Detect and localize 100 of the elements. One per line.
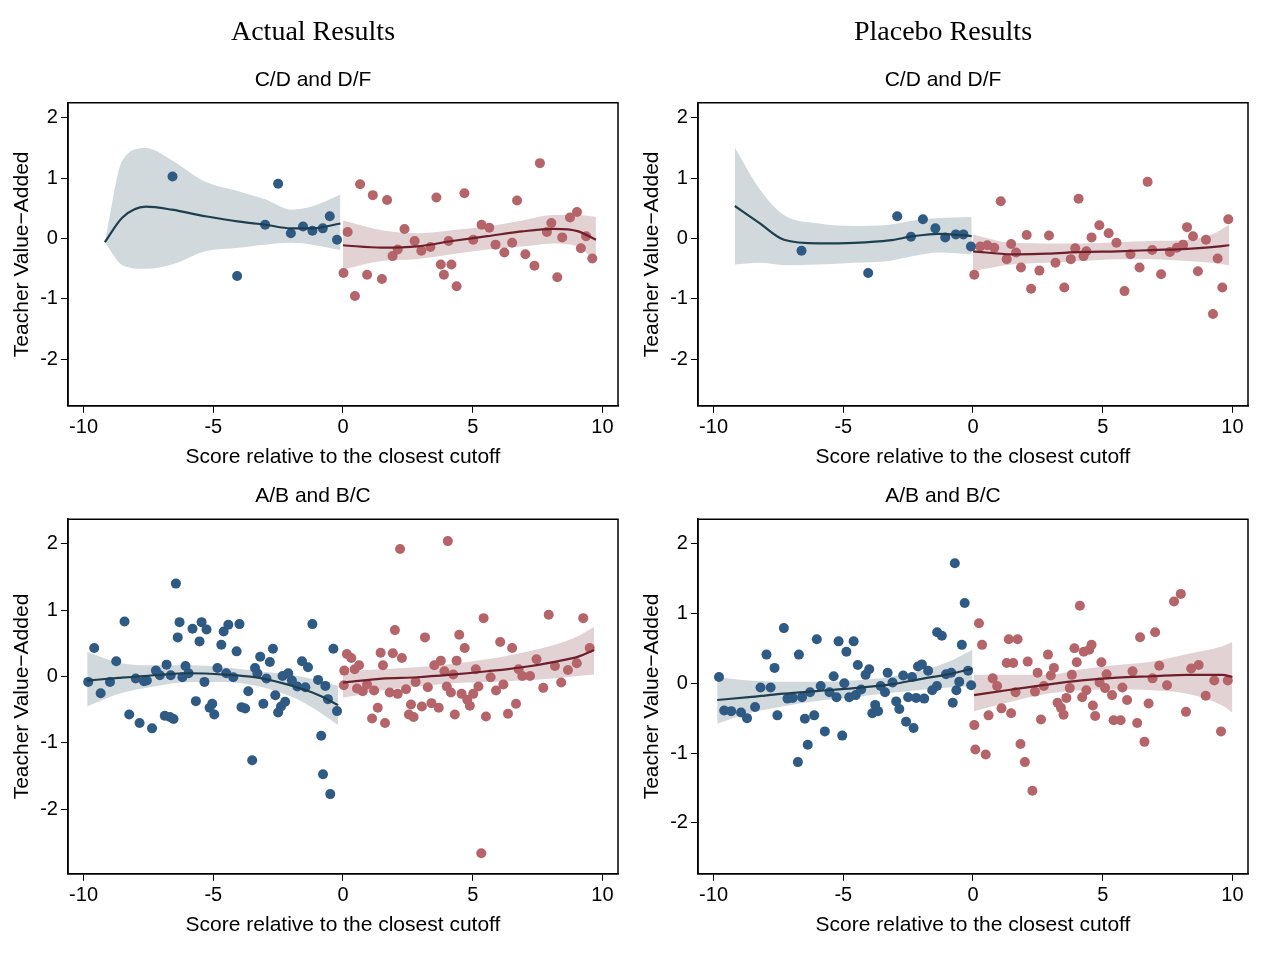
y-tick-label: 2 bbox=[46, 531, 58, 554]
point bbox=[796, 245, 807, 256]
y-tick-label: 2 bbox=[676, 105, 688, 128]
point bbox=[332, 234, 343, 245]
x-axis-title: Score relative to the closest cutoff bbox=[185, 444, 501, 468]
x-tick-label: -5 bbox=[834, 883, 853, 906]
x-axis-title: Score relative to the closest cutoff bbox=[185, 912, 501, 936]
point bbox=[435, 259, 446, 270]
y-tick-label: 1 bbox=[676, 600, 688, 623]
y-tick-label: -2 bbox=[40, 346, 58, 369]
y-tick-label: -2 bbox=[670, 346, 688, 369]
point bbox=[324, 211, 335, 222]
y-tick-label: -1 bbox=[40, 286, 58, 309]
point bbox=[575, 243, 586, 254]
point bbox=[529, 260, 540, 271]
chart-subtitle: C/D and D/F bbox=[884, 67, 1002, 90]
point bbox=[1223, 214, 1234, 225]
point bbox=[1103, 228, 1114, 239]
x-tick-label: 10 bbox=[1221, 415, 1244, 438]
point bbox=[1119, 286, 1130, 297]
chart-title: Placebo Results bbox=[853, 15, 1033, 47]
line-series bbox=[733, 204, 973, 245]
x-tick-label: 5 bbox=[467, 883, 479, 906]
point bbox=[930, 223, 941, 234]
point bbox=[989, 242, 1000, 253]
point bbox=[552, 272, 563, 283]
point bbox=[1212, 253, 1223, 264]
point bbox=[362, 269, 373, 280]
point bbox=[438, 269, 449, 280]
point bbox=[1059, 282, 1070, 293]
x-tick-label: 5 bbox=[467, 415, 479, 438]
x-tick-label: -5 bbox=[834, 415, 853, 438]
point bbox=[1006, 239, 1017, 250]
y-tick-label: -1 bbox=[670, 286, 688, 309]
point bbox=[1001, 254, 1012, 265]
point bbox=[1111, 237, 1122, 248]
y-tick-label: 0 bbox=[676, 670, 688, 693]
x-tick-label: -10 bbox=[699, 883, 728, 906]
point bbox=[1192, 266, 1203, 277]
point bbox=[1015, 262, 1026, 273]
chart-title: Actual Results bbox=[230, 15, 396, 47]
point bbox=[512, 195, 523, 206]
point bbox=[969, 269, 980, 280]
point bbox=[1034, 265, 1045, 276]
x-axis-title: Score relative to the closest cutoff bbox=[815, 444, 1131, 468]
y-tick-label: 2 bbox=[676, 531, 688, 554]
y-tick-label: 2 bbox=[46, 105, 58, 128]
point bbox=[1094, 220, 1105, 231]
x-tick-label: 5 bbox=[1097, 883, 1109, 906]
point bbox=[459, 188, 470, 199]
x-tick-label: 10 bbox=[1221, 883, 1244, 906]
y-tick-label: 1 bbox=[676, 165, 688, 188]
chart-subtitle: C/D and D/F bbox=[254, 67, 372, 90]
chart-title: A/B and B/C bbox=[255, 483, 371, 507]
point bbox=[338, 268, 349, 279]
point bbox=[965, 241, 976, 252]
point bbox=[167, 171, 178, 182]
y-tick-label: 0 bbox=[676, 226, 688, 249]
point bbox=[285, 228, 296, 239]
y-tick-label: -2 bbox=[670, 810, 688, 833]
point bbox=[484, 222, 495, 233]
x-tick-label: 0 bbox=[967, 415, 979, 438]
point bbox=[1200, 234, 1211, 245]
point bbox=[557, 232, 568, 243]
point bbox=[520, 249, 531, 260]
line-series bbox=[103, 205, 342, 244]
point bbox=[232, 271, 243, 282]
x-tick-label: 5 bbox=[1097, 415, 1109, 438]
point bbox=[917, 214, 928, 225]
x-tick-label: 0 bbox=[337, 415, 349, 438]
x-tick-label: 10 bbox=[591, 415, 614, 438]
line-series bbox=[716, 667, 974, 702]
point bbox=[342, 226, 353, 237]
point bbox=[349, 290, 360, 301]
point bbox=[1044, 230, 1055, 241]
point bbox=[382, 194, 393, 205]
x-tick-label: 0 bbox=[337, 883, 349, 906]
point bbox=[587, 253, 598, 264]
point bbox=[1217, 282, 1228, 293]
y-tick-label: -1 bbox=[40, 730, 58, 753]
x-tick-label: -5 bbox=[204, 415, 223, 438]
point bbox=[1207, 309, 1218, 320]
x-axis-title: Score relative to the closest cutoff bbox=[815, 912, 1131, 936]
point bbox=[572, 207, 583, 218]
point bbox=[399, 223, 410, 234]
point bbox=[1050, 257, 1061, 268]
point bbox=[387, 251, 398, 262]
point bbox=[995, 196, 1006, 207]
point bbox=[409, 236, 420, 247]
x-tick-label: -10 bbox=[69, 883, 98, 906]
y-tick-label: 1 bbox=[46, 165, 58, 188]
y-axis-title: Teacher Value−Added bbox=[9, 593, 33, 800]
point bbox=[1134, 262, 1145, 273]
y-tick-label: -2 bbox=[40, 796, 58, 819]
point bbox=[1026, 283, 1037, 294]
point bbox=[507, 237, 518, 248]
point bbox=[863, 268, 874, 279]
point bbox=[273, 178, 284, 189]
point bbox=[1156, 269, 1167, 280]
y-tick-label: 1 bbox=[46, 597, 58, 620]
